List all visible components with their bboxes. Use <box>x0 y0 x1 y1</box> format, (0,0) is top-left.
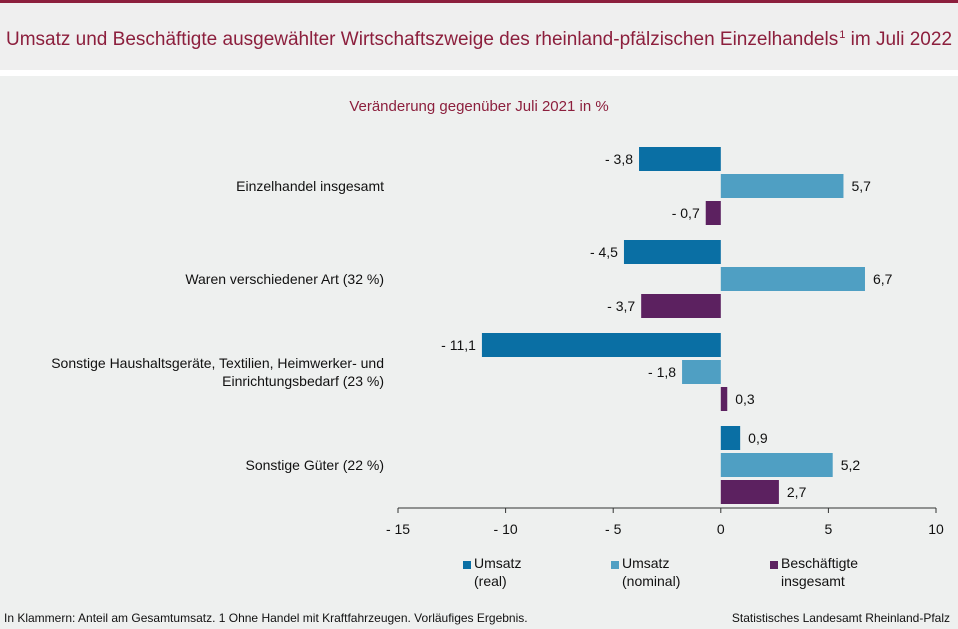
legend-label-line: Beschäftigte <box>781 555 859 571</box>
legend-label-line: Umsatz <box>474 555 522 571</box>
category-label: Einzelhandel insgesamt <box>236 178 384 194</box>
chart-subtitle: Veränderung gegenüber Juli 2021 in % <box>349 98 609 115</box>
data-label: 6,7 <box>873 271 893 287</box>
x-tick-label: 10 <box>928 521 944 537</box>
chart-title-footnote-mark: 1 <box>839 29 846 41</box>
bar-beschaeftigte <box>641 294 721 318</box>
legend-label-line: insgesamt <box>781 573 845 589</box>
data-label: - 4,5 <box>590 244 618 260</box>
bar-umsatz-real <box>481 333 721 357</box>
category-label: Einrichtungsbedarf (23 %) <box>222 373 384 389</box>
x-tick-label: 5 <box>825 521 833 537</box>
bar-umsatz-nominal <box>682 360 721 384</box>
data-label: 5,2 <box>841 457 861 473</box>
bar-beschaeftigte <box>720 387 728 411</box>
data-label: 2,7 <box>787 484 807 500</box>
data-label: - 1,8 <box>648 364 676 380</box>
data-label: 0,9 <box>748 430 768 446</box>
footnote: In Klammern: Anteil am Gesamtumsatz. 1 O… <box>4 611 528 625</box>
legend-label-line: (real) <box>474 573 507 589</box>
bar-umsatz-nominal <box>720 453 833 477</box>
data-label: - 11,1 <box>441 337 476 353</box>
source-credit: Statistisches Landesamt Rheinland-Pfalz <box>731 611 950 625</box>
x-tick-label: - 15 <box>386 521 410 537</box>
data-label: - 0,7 <box>672 205 700 221</box>
top-accent-bar <box>0 0 958 3</box>
bar-umsatz-nominal <box>720 174 844 198</box>
category-label: Waren verschiedener Art (32 %) <box>185 271 384 287</box>
x-tick-label: - 5 <box>605 521 622 537</box>
data-label: - 3,7 <box>607 298 635 314</box>
legend-label-line: Umsatz <box>622 555 670 571</box>
data-label: - 3,8 <box>605 151 633 167</box>
bar-umsatz-real <box>720 426 741 450</box>
chart-title-text: Umsatz und Beschäftigte ausgewählter Wir… <box>6 29 839 50</box>
separator <box>0 70 958 76</box>
x-tick-label: - 10 <box>494 521 518 537</box>
title-box: Umsatz und Beschäftigte ausgewählter Wir… <box>0 3 958 70</box>
bar-umsatz-real <box>623 240 721 264</box>
bar-beschaeftigte <box>705 201 721 225</box>
chart-title-suffix: im Juli 2022 <box>845 29 953 50</box>
category-label: Sonstige Güter (22 %) <box>245 457 384 473</box>
x-tick-label: 0 <box>717 521 725 537</box>
legend-swatch <box>611 561 619 569</box>
chart-title: Umsatz und Beschäftigte ausgewählter Wir… <box>6 29 952 51</box>
bar-umsatz-real <box>639 147 721 171</box>
bar-umsatz-nominal <box>720 267 865 291</box>
bar-beschaeftigte <box>720 480 779 504</box>
legend-label: Umsatz (real) <box>474 554 521 590</box>
legend-label: Beschäftigte insgesamt <box>781 554 858 590</box>
legend-label-line: (nominal) <box>622 573 681 589</box>
legend-swatch <box>770 561 778 569</box>
data-label: 5,7 <box>851 178 871 194</box>
data-label: 0,3 <box>735 391 755 407</box>
plot-area <box>0 76 958 629</box>
legend-label: Umsatz (nominal) <box>622 554 680 590</box>
legend-swatch <box>463 561 471 569</box>
category-label: Sonstige Haushaltsgeräte, Textilien, Hei… <box>51 355 384 371</box>
